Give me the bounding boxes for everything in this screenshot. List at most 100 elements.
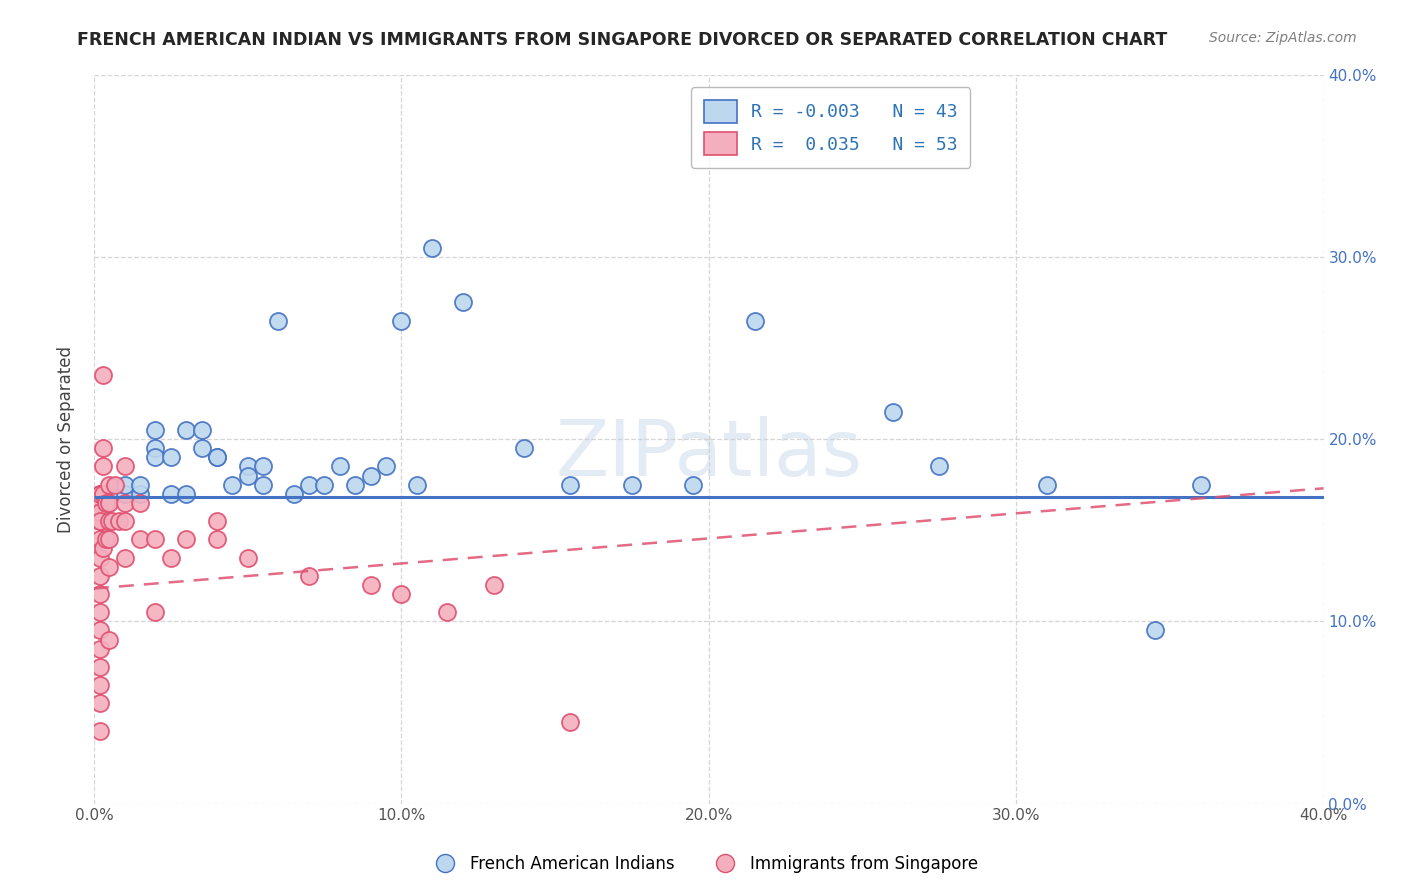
Point xyxy=(252,459,274,474)
Point xyxy=(159,487,181,501)
Point xyxy=(104,477,127,491)
Point xyxy=(283,487,305,501)
Text: FRENCH AMERICAN INDIAN VS IMMIGRANTS FROM SINGAPORE DIVORCED OR SEPARATED CORREL: FRENCH AMERICAN INDIAN VS IMMIGRANTS FRO… xyxy=(77,31,1167,49)
Point xyxy=(436,605,458,619)
Point xyxy=(89,605,111,619)
Point xyxy=(89,568,111,582)
Point xyxy=(98,477,121,491)
Point xyxy=(145,423,167,437)
Point xyxy=(129,533,152,547)
Point xyxy=(159,450,181,465)
Point xyxy=(145,441,167,455)
Point xyxy=(174,423,197,437)
Point xyxy=(114,459,136,474)
Point xyxy=(89,533,111,547)
Point xyxy=(389,313,412,327)
Point xyxy=(91,459,114,474)
Point xyxy=(560,714,582,729)
Point xyxy=(114,514,136,528)
Point xyxy=(205,533,228,547)
Point xyxy=(89,505,111,519)
Point xyxy=(129,477,152,491)
Point xyxy=(91,441,114,455)
Point xyxy=(360,468,382,483)
Point xyxy=(221,477,243,491)
Point xyxy=(682,477,704,491)
Point xyxy=(89,514,111,528)
Point xyxy=(89,660,111,674)
Y-axis label: Divorced or Separated: Divorced or Separated xyxy=(58,345,75,533)
Point xyxy=(360,578,382,592)
Point xyxy=(89,550,111,565)
Point xyxy=(329,459,352,474)
Point xyxy=(101,514,124,528)
Point xyxy=(744,313,766,327)
Point xyxy=(89,487,111,501)
Point xyxy=(174,487,197,501)
Point xyxy=(145,450,167,465)
Point xyxy=(96,496,118,510)
Point xyxy=(89,678,111,692)
Point xyxy=(129,496,152,510)
Point xyxy=(236,459,259,474)
Point xyxy=(89,514,111,528)
Point xyxy=(98,487,121,501)
Point xyxy=(114,496,136,510)
Point xyxy=(89,723,111,738)
Point xyxy=(96,533,118,547)
Point xyxy=(513,441,536,455)
Point xyxy=(405,477,427,491)
Point xyxy=(236,550,259,565)
Point xyxy=(89,487,111,501)
Point xyxy=(89,587,111,601)
Point xyxy=(620,477,643,491)
Point xyxy=(114,487,136,501)
Point xyxy=(98,559,121,574)
Point xyxy=(190,441,212,455)
Point xyxy=(205,450,228,465)
Point xyxy=(98,632,121,647)
Point xyxy=(89,697,111,711)
Point xyxy=(91,487,114,501)
Point xyxy=(314,477,336,491)
Text: ZIPatlas: ZIPatlas xyxy=(555,416,862,491)
Point xyxy=(98,533,121,547)
Point xyxy=(89,496,111,510)
Point xyxy=(205,450,228,465)
Point xyxy=(1036,477,1059,491)
Point xyxy=(236,468,259,483)
Point xyxy=(267,313,290,327)
Point xyxy=(882,405,904,419)
Point xyxy=(129,487,152,501)
Legend: R = -0.003   N = 43, R =  0.035   N = 53: R = -0.003 N = 43, R = 0.035 N = 53 xyxy=(692,87,970,168)
Point xyxy=(298,568,321,582)
Point xyxy=(1143,624,1166,638)
Point xyxy=(174,533,197,547)
Point xyxy=(89,514,111,528)
Point xyxy=(375,459,398,474)
Point xyxy=(344,477,367,491)
Point xyxy=(252,477,274,491)
Point xyxy=(145,605,167,619)
Point xyxy=(420,241,443,255)
Text: Source: ZipAtlas.com: Source: ZipAtlas.com xyxy=(1209,31,1357,45)
Point xyxy=(159,550,181,565)
Point xyxy=(91,368,114,383)
Point xyxy=(98,496,121,510)
Point xyxy=(482,578,505,592)
Point xyxy=(389,587,412,601)
Point xyxy=(560,477,582,491)
Point xyxy=(89,641,111,656)
Point xyxy=(114,477,136,491)
Point xyxy=(205,514,228,528)
Point xyxy=(107,514,129,528)
Point xyxy=(89,624,111,638)
Point xyxy=(1189,477,1212,491)
Legend: French American Indians, Immigrants from Singapore: French American Indians, Immigrants from… xyxy=(422,848,984,880)
Point xyxy=(190,423,212,437)
Point xyxy=(928,459,950,474)
Point xyxy=(451,295,474,310)
Point xyxy=(298,477,321,491)
Point xyxy=(91,541,114,556)
Point xyxy=(98,514,121,528)
